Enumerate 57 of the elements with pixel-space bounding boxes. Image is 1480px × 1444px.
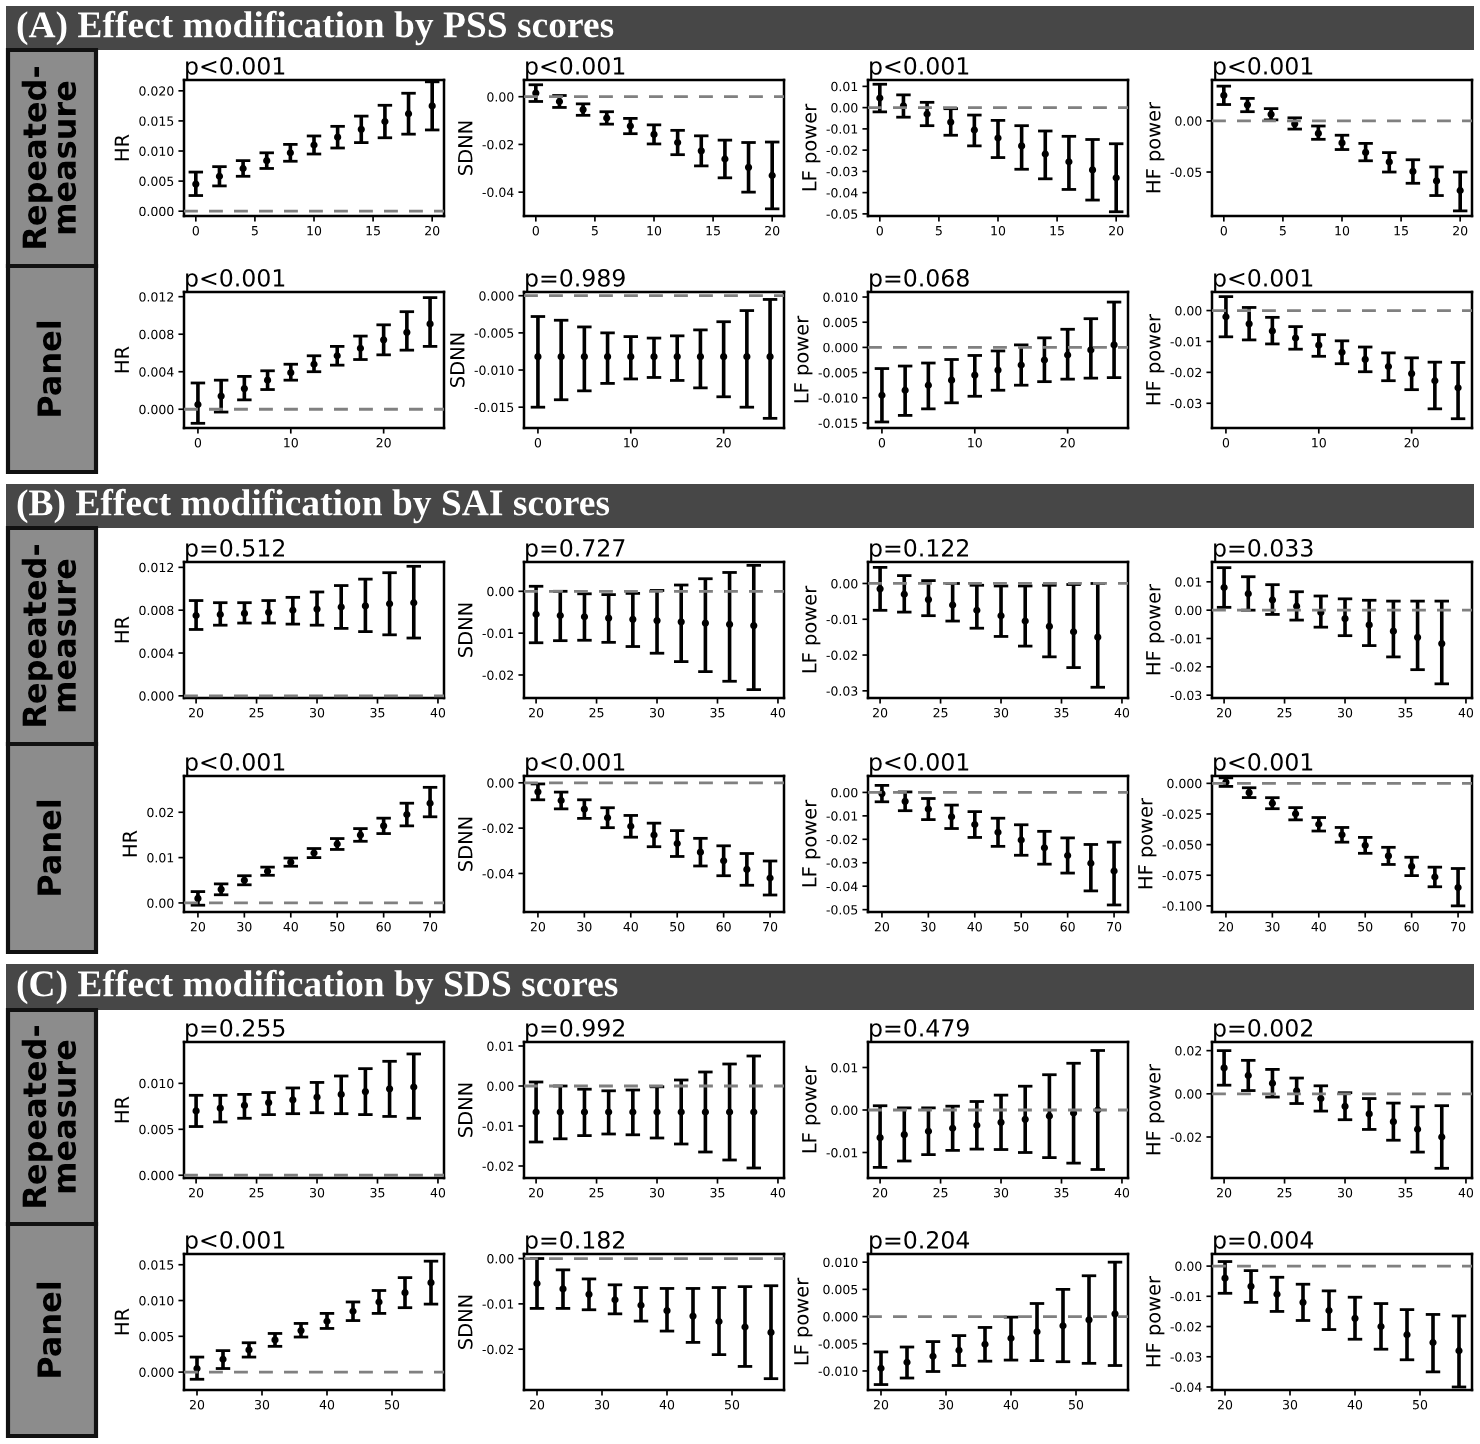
y-axis-title: HR [114,346,129,373]
text: (A) Effect modification by PSS scores [17,10,614,46]
chart-title: p=0.989 [526,268,625,292]
text: Panel [36,1282,62,1377]
chart-title: p<0.001 [186,56,285,80]
chart-title: p=0.004 [1214,1230,1314,1254]
chart-title: p=0.182 [526,1230,624,1254]
y-axis-title: LF power [794,1277,813,1365]
y-axis-title: HF power [1146,1063,1165,1155]
text: Panel [36,321,62,416]
y-axis-title: HR [114,134,129,161]
text: (B) Effect modification by SAI scores [17,488,610,524]
y-axis-title: LF power [802,1065,821,1153]
chart-title: p=0.204 [870,1230,970,1254]
text: Panel [36,800,62,895]
y-axis-title: LF power [802,799,821,887]
y-axis-title: LF power [802,103,821,191]
chart-title: p=0.068 [870,268,969,292]
y-axis-title: SDNN [457,1083,473,1137]
chart-title: p=0.002 [1214,1018,1312,1042]
y-axis-title: SDNN [457,121,473,175]
y-axis-title: HR [114,1308,129,1335]
chart-title: p<0.001 [186,752,285,776]
y-axis-title: SDNN [457,817,473,871]
chart-title: p=0.992 [526,1018,624,1042]
chart-title: p=0.727 [526,538,625,562]
chart-title: p<0.001 [186,268,285,292]
y-axis-title: LF power [794,315,813,403]
chart-title: p<0.001 [1214,268,1313,292]
chart-title: p<0.001 [1214,56,1313,80]
chart-title: p<0.001 [186,1230,285,1254]
y-axis-title: SDNN [457,1295,473,1349]
y-axis-title: HR [114,616,129,643]
y-axis-title: SDNN [457,603,473,657]
y-axis-title: HR [114,1096,129,1123]
y-axis-title: HF power [1146,1275,1165,1367]
y-axis-title: HF power [1138,797,1157,889]
chart-title: p<0.001 [870,56,969,80]
chart-title: p<0.001 [526,56,625,80]
y-axis-title: LF power [802,585,821,673]
chart-title: p=0.479 [870,1018,969,1042]
chart-title: p=0.512 [186,538,284,562]
text: Repeated- measure [21,67,77,248]
chart-title: p=0.255 [186,1018,285,1042]
chart-title: p<0.001 [870,752,969,776]
chart-title: p<0.001 [1214,752,1313,776]
chart-title: p=0.033 [1214,538,1313,562]
y-axis-title: SDNN [449,333,465,387]
text: Repeated- measure [21,545,77,726]
text: Repeated- measure [21,1026,77,1207]
y-axis-title: HR [122,830,137,857]
y-axis-title: HF power [1146,101,1165,193]
text: (C) Effect modification by SDS scores [17,969,618,1005]
y-axis-title: HF power [1146,313,1165,405]
chart-title: p<0.001 [526,752,625,776]
y-axis-title: HF power [1146,583,1165,675]
chart-title: p=0.122 [870,538,968,562]
